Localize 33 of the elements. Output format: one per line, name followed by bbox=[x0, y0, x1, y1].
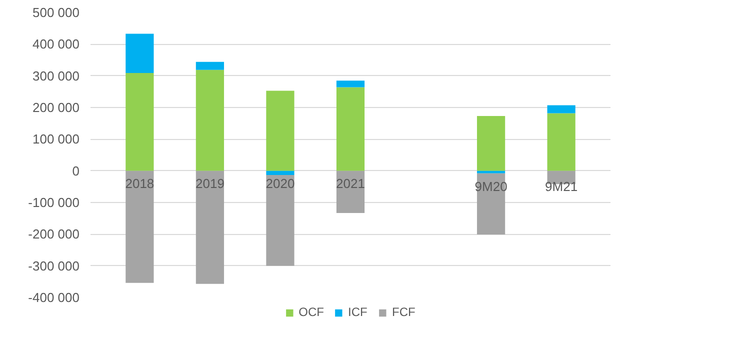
bar bbox=[266, 174, 294, 266]
bar bbox=[266, 90, 294, 171]
bar bbox=[266, 170, 294, 175]
legend-label: ICF bbox=[348, 305, 368, 319]
y-tick-label: 300 000 bbox=[32, 68, 80, 84]
y-tick-label: 400 000 bbox=[32, 36, 80, 52]
y-tick-label: 200 000 bbox=[32, 100, 80, 115]
y-tick-label: -200 000 bbox=[28, 226, 80, 242]
bar bbox=[476, 170, 506, 174]
legend-label: OCF bbox=[298, 305, 324, 319]
bar bbox=[336, 80, 365, 88]
bar bbox=[126, 72, 154, 171]
x-tick-label: 2021 bbox=[336, 176, 365, 191]
bar bbox=[547, 105, 576, 114]
bar bbox=[196, 70, 224, 171]
bar bbox=[476, 116, 506, 171]
x-tick-label: 2018 bbox=[125, 176, 154, 191]
y-tick-label: -300 000 bbox=[28, 258, 80, 274]
x-tick-label: 9M21 bbox=[545, 178, 578, 194]
y-tick-label: 100 000 bbox=[32, 132, 80, 147]
bar bbox=[126, 34, 154, 73]
x-tick-label: 2019 bbox=[196, 176, 224, 191]
bar bbox=[547, 113, 576, 171]
x-tick-label: 2020 bbox=[266, 176, 295, 191]
legend-label: FCF bbox=[392, 305, 416, 319]
bar bbox=[336, 87, 365, 171]
bar bbox=[196, 62, 224, 70]
y-tick-label: 0 bbox=[72, 163, 80, 178]
bar bbox=[196, 170, 224, 284]
y-tick-label: -100 000 bbox=[28, 195, 80, 210]
y-tick-label: -400 000 bbox=[28, 290, 80, 305]
y-tick-label: 500 000 bbox=[32, 5, 80, 20]
bar bbox=[126, 170, 154, 283]
